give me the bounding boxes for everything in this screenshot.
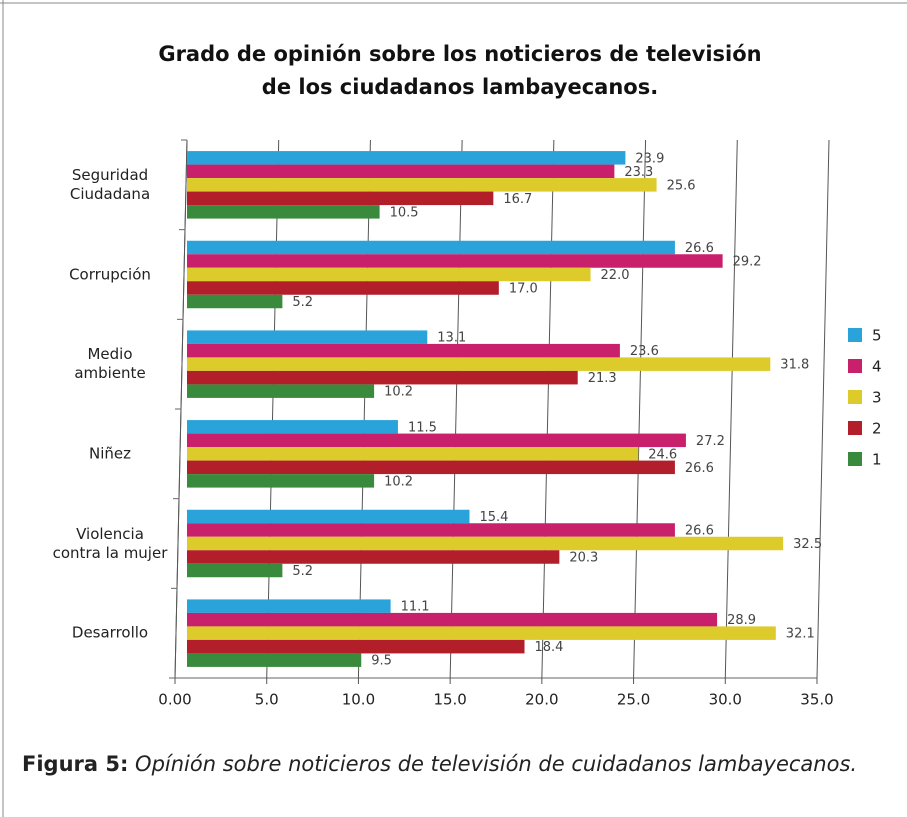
value-label: 32.5 — [793, 537, 822, 552]
bar — [187, 626, 776, 640]
legend-label: 5 — [872, 327, 882, 345]
bar — [187, 563, 283, 578]
bar — [187, 254, 723, 268]
bar — [187, 384, 375, 398]
caption-text: Opínión sobre noticieros de televisión d… — [128, 752, 858, 776]
value-label: 15.4 — [479, 510, 508, 525]
y-tick-label: Desarrollo — [71, 623, 149, 642]
bar — [187, 191, 494, 206]
y-tick-label: Violencia contra la mujer — [52, 524, 168, 562]
value-label: 29.2 — [733, 255, 762, 270]
caption-label: Figura 5: — [22, 752, 129, 776]
value-label: 11.1 — [401, 600, 430, 615]
value-label: 26.6 — [685, 524, 714, 539]
x-tick-label: 0.00 — [158, 691, 191, 709]
bar — [187, 343, 620, 358]
chart-title: Grado de opinión sobre los noticieros de… — [158, 42, 761, 99]
bar — [187, 164, 615, 179]
value-label: 23.6 — [630, 344, 659, 359]
grid-line — [633, 139, 647, 679]
x-tick-label: 20.0 — [525, 691, 558, 709]
legend-label: 4 — [872, 358, 882, 376]
value-label: 9.5 — [371, 654, 392, 669]
value-label: 31.8 — [780, 358, 809, 373]
x-tick-label: 25.0 — [617, 691, 650, 709]
bar — [187, 460, 675, 475]
value-label: 10.5 — [390, 205, 419, 220]
legend-swatch — [848, 421, 862, 435]
value-label: 27.2 — [696, 434, 725, 449]
y-tick-label: Medio ambiente — [74, 345, 146, 383]
value-label: 23.3 — [624, 165, 653, 180]
bar — [187, 474, 375, 488]
bar — [187, 205, 380, 219]
value-label: 16.7 — [503, 192, 532, 207]
bar — [187, 420, 398, 434]
bar — [187, 536, 784, 551]
bar — [187, 599, 391, 613]
x-tick-label: 30.0 — [709, 691, 742, 709]
bar — [187, 330, 428, 344]
bar — [187, 433, 686, 448]
value-label: 32.1 — [786, 627, 815, 642]
value-label: 22.0 — [601, 268, 630, 283]
value-label: 18.4 — [535, 640, 564, 655]
value-label: 21.3 — [588, 371, 617, 386]
grid-line — [724, 139, 738, 679]
legend-swatch — [848, 452, 862, 466]
value-label: 5.2 — [292, 295, 313, 310]
grid-line — [449, 139, 463, 679]
bar — [187, 178, 657, 192]
value-label: 11.5 — [408, 420, 437, 435]
value-label: 28.9 — [727, 613, 756, 628]
bar — [187, 523, 675, 537]
bar — [187, 240, 675, 255]
bar — [187, 357, 771, 371]
legend-swatch — [848, 359, 862, 373]
x-tick-label: 5.0 — [255, 691, 279, 709]
x-tick-label: 35.0 — [800, 691, 833, 709]
value-label: 26.6 — [685, 241, 714, 256]
value-label: 5.2 — [292, 564, 313, 579]
x-tick-label: 10.0 — [342, 691, 375, 709]
x-tick-label: 15.0 — [433, 691, 466, 709]
value-label: 25.6 — [667, 178, 696, 193]
legend-swatch — [848, 328, 862, 342]
y-tick-label: Niñez — [89, 444, 131, 463]
value-label: 10.2 — [384, 385, 413, 400]
y-tick-label: Seguridad Ciudadana — [69, 165, 151, 203]
legend-label: 3 — [872, 389, 882, 407]
value-label: 23.9 — [635, 151, 664, 166]
legend-label: 1 — [872, 451, 882, 469]
bar — [187, 550, 560, 564]
value-label: 26.6 — [685, 461, 714, 476]
grid-line — [541, 139, 555, 679]
bar — [187, 447, 639, 461]
caption: Figura 5: Opínión sobre noticieros de te… — [22, 752, 857, 776]
bar — [187, 509, 470, 524]
value-label: 13.1 — [437, 331, 466, 346]
bar — [187, 294, 283, 309]
y-tick-label: Corrupción — [69, 265, 151, 283]
value-label: 17.0 — [509, 282, 538, 297]
bar — [187, 281, 499, 295]
grid-line — [357, 139, 371, 679]
legend-label: 2 — [872, 420, 882, 438]
value-label: 10.2 — [384, 474, 413, 489]
grid-line — [816, 139, 830, 679]
legend-swatch — [848, 390, 862, 404]
bar — [187, 267, 591, 282]
grid-line — [266, 139, 280, 679]
bar — [187, 370, 578, 385]
bar — [187, 151, 626, 165]
bar — [187, 612, 718, 627]
value-label: 20.3 — [569, 551, 598, 566]
bar — [187, 639, 525, 654]
value-label: 24.6 — [648, 447, 677, 462]
bar — [187, 653, 362, 667]
